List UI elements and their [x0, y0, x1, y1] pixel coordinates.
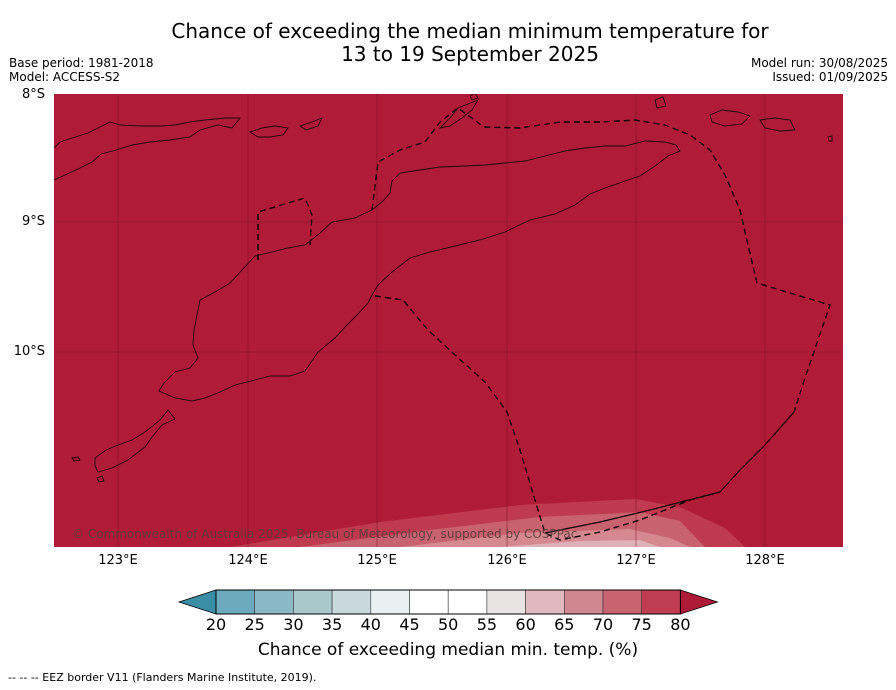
coast-savu: [96, 475, 105, 483]
coast-ndao: [71, 456, 81, 462]
copyright-text: © Commonwealth of Australia 2025, Bureau…: [72, 527, 577, 541]
coast-flores: [54, 117, 241, 181]
coast-alor: [298, 117, 323, 131]
title-line-2: 13 to 19 September 2025: [341, 42, 599, 66]
map-background: [54, 94, 843, 547]
colorbar-tick-label: 30: [283, 615, 304, 634]
eez-east-timor: [374, 295, 721, 541]
eez-east-timor-north: [371, 107, 831, 413]
colorbar-segment: [254, 589, 294, 615]
coast-rote: [94, 409, 176, 473]
colorbar-segment: [486, 589, 526, 615]
lon-label-126e: 126°E: [487, 553, 527, 568]
colorbar-segment: [447, 589, 488, 615]
colorbar-segment: [331, 589, 372, 615]
colorbar-border: [215, 589, 681, 615]
colorbar-tick-label: 40: [360, 615, 381, 634]
base-period: Base period: 1981-2018: [9, 56, 154, 70]
coast-moa: [759, 117, 796, 132]
colorbar-high-extend: [680, 589, 719, 615]
lat-label-10s: 10°S: [13, 344, 45, 359]
coast-lakor: [827, 135, 833, 142]
eez-indonesia-timor: [257, 197, 313, 260]
lon-label-123e: 123°E: [98, 553, 138, 568]
eez-legend-footer: -- -- -- EEZ border V11 (Flanders Marine…: [8, 671, 317, 684]
eez-solid-segment: [544, 411, 795, 534]
issued-date: Issued: 01/09/2025: [772, 70, 888, 84]
colorbar: [177, 589, 719, 615]
colorbar-tick-label: 45: [399, 615, 420, 634]
colorbar-tick-label: 75: [631, 615, 652, 634]
colorbar-segment: [293, 589, 333, 615]
meta-right: Model run: 30/08/2025 Issued: 01/09/2025: [751, 56, 888, 84]
map-title: Chance of exceeding the median minimum t…: [0, 20, 896, 66]
colorbar-tick-label: 20: [205, 615, 227, 634]
colorbar-tick-label: 80: [670, 615, 691, 634]
lat-label-9s: 9°S: [21, 214, 45, 229]
colorbar-segment: [641, 589, 681, 615]
coast-leti: [709, 109, 751, 127]
colorbar-low-extend: [177, 589, 217, 615]
eez-borders: [257, 107, 831, 541]
colorbar-segment: [525, 589, 565, 615]
title-line-1: Chance of exceeding the median minimum t…: [171, 19, 769, 43]
colorbar-title: Chance of exceeding median min. temp. (%…: [257, 640, 639, 660]
lon-label-125e: 125°E: [357, 553, 397, 568]
coastlines: [54, 94, 833, 483]
meta-left: Base period: 1981-2018 Model: ACCESS-S2: [9, 56, 154, 84]
model-run: Model run: 30/08/2025: [750, 56, 888, 70]
colorbar-segment: [602, 589, 643, 615]
colorbar-tick-label: 25: [244, 615, 265, 634]
coast-kisar: [654, 96, 667, 109]
colorbar-tick-label: 35: [321, 615, 343, 634]
coast-atauro: [469, 94, 479, 101]
colorbar-tick-label: 55: [476, 615, 498, 634]
coast-timor: [158, 140, 681, 402]
colorbar-tick-label: 65: [554, 615, 575, 634]
lon-label-127e: 127°E: [616, 553, 656, 568]
coast-wetar: [438, 99, 480, 129]
lon-label-124e: 124°E: [228, 553, 268, 568]
colorbar-tick-label: 60: [515, 615, 536, 634]
colorbar-segment: [409, 589, 449, 615]
model-name: Model: ACCESS-S2: [9, 70, 121, 84]
colorbar-segment: [370, 589, 410, 615]
lat-label-8s: 8°S: [21, 87, 45, 102]
gridlines: [54, 94, 843, 547]
colorbar-tick-label: 70: [592, 615, 614, 634]
band-60: [500, 540, 660, 547]
colorbar-segment: [215, 589, 256, 615]
lon-label-128e: 128°E: [745, 553, 785, 568]
colorbar-segment: [563, 589, 604, 615]
coast-solor: [248, 125, 289, 138]
colorbar-tick-label: 50: [438, 615, 459, 634]
